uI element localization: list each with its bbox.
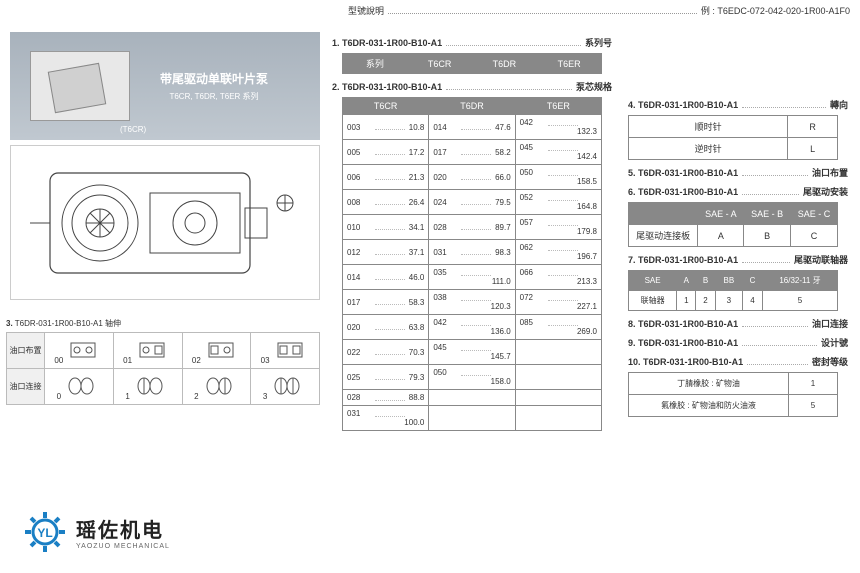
table-cell: 02579.3 bbox=[343, 365, 429, 390]
table-4-rotation: 顺时针R 逆时针L bbox=[628, 115, 838, 160]
section-2-header: 2. T6DR-031-1R00-B10-A1 泵芯规格 bbox=[332, 80, 612, 93]
section-10-header: 10. T6DR-031-1R00-B10-A1密封等级 bbox=[628, 355, 848, 368]
product-title: 带尾驱动单联叶片泵 bbox=[160, 70, 268, 87]
table-cell: 066213.3 bbox=[515, 265, 601, 290]
svg-text:YL: YL bbox=[37, 526, 52, 540]
table-cell: 00826.4 bbox=[343, 190, 429, 215]
section-3-header: 3. T6DR-031-1R00-B10-A1 轴伸 bbox=[6, 318, 121, 329]
table-10-seal: 丁腈橡胶 : 矿物油1 氟橡胶 : 矿物油和防火油液5 bbox=[628, 372, 838, 417]
grid3-cell: 0 bbox=[45, 369, 114, 405]
grid3-row1-label: 油口布置 bbox=[7, 333, 45, 369]
company-logo: YL 瑶佐机电 YAOZUO MECHANICAL bbox=[22, 509, 170, 555]
table-cell bbox=[429, 406, 515, 431]
table-cell: 062196.7 bbox=[515, 240, 601, 265]
table-cell: 01758.2 bbox=[429, 140, 515, 165]
table-cell: 02066.0 bbox=[429, 165, 515, 190]
logo-en: YAOZUO MECHANICAL bbox=[76, 543, 170, 550]
table-cell: 02063.8 bbox=[343, 315, 429, 340]
product-image-box: 带尾驱动单联叶片泵 T6CR, T6DR, T6ER 系列 (T6CR) bbox=[10, 32, 320, 140]
header-right: 例 : T6EDC-072-042-020-1R00-A1F0 bbox=[701, 4, 850, 17]
table-cell bbox=[515, 390, 601, 406]
gear-logo-icon: YL bbox=[22, 509, 68, 555]
table-cell: 03198.3 bbox=[429, 240, 515, 265]
table-6-mount: SAE - ASAE - BSAE - C 尾驱动连接板ABC bbox=[628, 202, 838, 247]
table-cell: 057179.8 bbox=[515, 215, 601, 240]
table-cell: 01446.0 bbox=[343, 265, 429, 290]
section-1-header: 1. T6DR-031-1R00-B10-A1 系列号 bbox=[332, 36, 612, 49]
table-cell bbox=[515, 365, 601, 390]
technical-drawing bbox=[10, 145, 320, 300]
grid3-cell: 1 bbox=[113, 369, 182, 405]
table-cell: 01237.1 bbox=[343, 240, 429, 265]
section-9-header: 9. T6DR-031-1R00-B10-A1设计號 bbox=[628, 336, 848, 349]
table-cell: 050158.0 bbox=[429, 365, 515, 390]
product-tag: (T6CR) bbox=[120, 125, 146, 134]
grid3-cell: 2 bbox=[182, 369, 251, 405]
table-1-series: 系列T6CRT6DRT6ER bbox=[342, 53, 602, 74]
table-cell bbox=[515, 340, 601, 365]
table-cell: 02270.3 bbox=[343, 340, 429, 365]
table-cell: 031100.0 bbox=[343, 406, 429, 431]
table-cell: 085269.0 bbox=[515, 315, 601, 340]
table-cell: 072227.1 bbox=[515, 290, 601, 315]
grid3-cell: 01 bbox=[113, 333, 182, 369]
section-4-header: 4. T6DR-031-1R00-B10-A1轉向 bbox=[628, 98, 848, 111]
grid3-row2-label: 油口连接 bbox=[7, 369, 45, 405]
table-cell: 02889.7 bbox=[429, 215, 515, 240]
table-cell: 038120.3 bbox=[429, 290, 515, 315]
table-cell: 050158.5 bbox=[515, 165, 601, 190]
grid3-cell: 02 bbox=[182, 333, 251, 369]
table-7-coupling: SAEABBBC16/32-11 牙 联轴器12345 bbox=[628, 270, 838, 311]
table-cell: 00517.2 bbox=[343, 140, 429, 165]
table-cell bbox=[515, 406, 601, 431]
table-cell: 01447.6 bbox=[429, 115, 515, 140]
table-cell: 02888.8 bbox=[343, 390, 429, 406]
table-cell: 02479.5 bbox=[429, 190, 515, 215]
table-cell: 01758.3 bbox=[343, 290, 429, 315]
header: 型號說明 例 : T6EDC-072-042-020-1R00-A1F0 bbox=[348, 4, 850, 17]
table-cell: 01034.1 bbox=[343, 215, 429, 240]
table-cell: 045145.7 bbox=[429, 340, 515, 365]
section-6-header: 6. T6DR-031-1R00-B10-A1尾驱动安装 bbox=[628, 185, 848, 198]
table-cell: 00621.3 bbox=[343, 165, 429, 190]
table-cell: 045142.4 bbox=[515, 140, 601, 165]
product-subtitle: T6CR, T6DR, T6ER 系列 bbox=[160, 91, 268, 102]
section-8-header: 8. T6DR-031-1R00-B10-A1油口连接 bbox=[628, 317, 848, 330]
table-cell: 035111.0 bbox=[429, 265, 515, 290]
section-3-grid: 油口布置 00 01 02 03 油口连接 0 1 2 3 bbox=[6, 332, 320, 405]
table-cell: 042132.3 bbox=[515, 115, 601, 140]
header-left: 型號說明 bbox=[348, 4, 384, 17]
table-cell: 00310.8 bbox=[343, 115, 429, 140]
table-cell: 052164.8 bbox=[515, 190, 601, 215]
section-7-header: 7. T6DR-031-1R00-B10-A1尾驱动联轴器 bbox=[628, 253, 848, 266]
grid3-cell: 03 bbox=[251, 333, 320, 369]
pump-illustration bbox=[30, 51, 130, 121]
grid3-cell: 00 bbox=[45, 333, 114, 369]
table-cell bbox=[429, 390, 515, 406]
logo-cn: 瑶佐机电 bbox=[76, 514, 170, 543]
grid3-cell: 3 bbox=[251, 369, 320, 405]
table-2-specs: T6CRT6DRT6ER 00310.801447.6042132.300517… bbox=[342, 97, 602, 431]
table-cell: 042136.0 bbox=[429, 315, 515, 340]
header-dots bbox=[388, 4, 697, 14]
section-5-header: 5. T6DR-031-1R00-B10-A1油口布置 bbox=[628, 166, 848, 179]
